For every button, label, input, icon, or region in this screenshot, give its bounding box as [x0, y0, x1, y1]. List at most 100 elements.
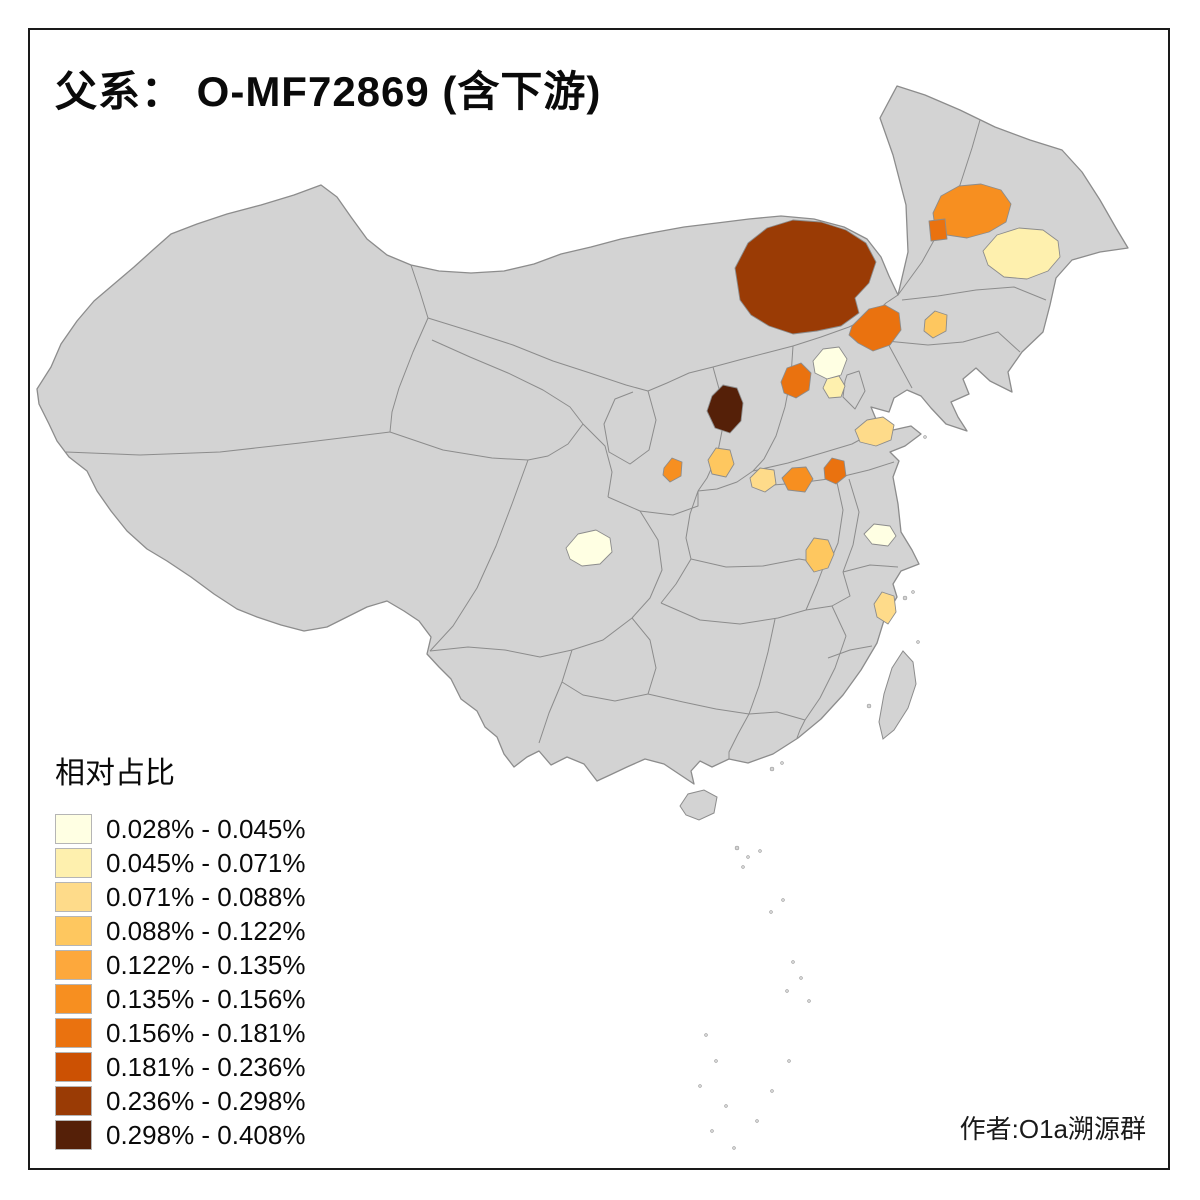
legend: 相对占比 0.028% - 0.045% 0.045% - 0.071% 0.0… — [55, 748, 305, 1152]
small-island — [787, 1059, 791, 1063]
legend-row: 0.135% - 0.156% — [55, 982, 305, 1016]
province-border — [748, 618, 776, 715]
legend-label: 0.135% - 0.156% — [106, 983, 306, 1014]
choropleth-region — [923, 310, 948, 339]
province-border — [842, 564, 899, 573]
choropleth-region — [781, 466, 814, 493]
province-border — [697, 470, 754, 492]
legend-swatch — [55, 984, 92, 1014]
small-island — [769, 766, 775, 772]
choropleth-region — [863, 523, 897, 547]
choropleth-region — [780, 362, 812, 399]
choropleth-region — [982, 227, 1061, 280]
legend-swatch — [55, 1120, 92, 1150]
legend-row: 0.088% - 0.122% — [55, 914, 305, 948]
legend-swatch — [55, 950, 92, 980]
small-island — [770, 1089, 774, 1093]
small-island — [734, 845, 740, 851]
small-island — [714, 1059, 718, 1063]
small-island — [769, 910, 773, 914]
legend-label: 0.181% - 0.236% — [106, 1051, 306, 1082]
small-island — [780, 761, 784, 765]
legend-swatch — [55, 916, 92, 946]
attribution-text: 作者:O1a溯源群 — [959, 1114, 1146, 1144]
province-border — [389, 431, 529, 461]
legend-row: 0.298% - 0.408% — [55, 1118, 305, 1152]
choropleth-region — [706, 384, 744, 434]
small-island — [923, 435, 927, 439]
small-island — [911, 590, 915, 594]
province-border — [831, 605, 847, 637]
legend-swatch — [55, 814, 92, 844]
legend-row: 0.236% - 0.298% — [55, 1084, 305, 1118]
small-island — [746, 855, 750, 859]
province-border — [561, 681, 649, 702]
province-border — [647, 693, 750, 715]
province-border — [65, 431, 391, 456]
province-border — [389, 264, 429, 433]
province-border — [429, 646, 573, 658]
small-island — [781, 898, 785, 902]
legend-label: 0.298% - 0.408% — [106, 1119, 306, 1150]
choropleth-region — [565, 529, 613, 567]
legend-label: 0.088% - 0.122% — [106, 915, 306, 946]
legend-row: 0.028% - 0.045% — [55, 812, 305, 846]
province-border — [660, 558, 692, 604]
province-border — [527, 423, 584, 461]
legend-row: 0.181% - 0.236% — [55, 1050, 305, 1084]
choropleth-region — [873, 591, 897, 625]
hainan-island — [679, 789, 718, 821]
choropleth-region — [805, 537, 835, 573]
choropleth-region — [734, 219, 877, 335]
choropleth-region — [928, 218, 948, 242]
small-island — [791, 960, 795, 964]
legend-label: 0.122% - 0.135% — [106, 949, 306, 980]
choropleth-region — [707, 447, 735, 478]
choropleth-region — [854, 416, 895, 447]
legend-label: 0.156% - 0.181% — [106, 1017, 306, 1048]
choropleth-region — [822, 375, 846, 399]
province-border — [685, 490, 699, 560]
province-border — [728, 713, 750, 759]
legend-label: 0.028% - 0.045% — [106, 813, 306, 844]
legend-label: 0.045% - 0.071% — [106, 847, 306, 878]
small-island — [741, 865, 745, 869]
legend-swatch — [55, 1052, 92, 1082]
choropleth-region — [812, 346, 848, 380]
province-border — [796, 719, 806, 739]
province-border — [607, 491, 699, 516]
province-border — [582, 423, 613, 498]
legend-swatch — [55, 848, 92, 878]
legend-swatch — [55, 882, 92, 912]
small-island — [704, 1033, 708, 1037]
choropleth-region — [749, 467, 777, 493]
province-border — [804, 635, 847, 721]
taiwan-island — [878, 650, 917, 740]
province-border — [571, 617, 633, 651]
legend-label: 0.236% - 0.298% — [106, 1085, 306, 1116]
small-island — [758, 849, 762, 853]
province-border — [631, 510, 663, 619]
small-island — [902, 595, 908, 601]
small-island — [698, 1084, 702, 1088]
province-border — [805, 571, 851, 611]
small-island — [785, 989, 789, 993]
province-border — [631, 617, 657, 695]
choropleth-region — [662, 457, 683, 483]
small-island — [866, 703, 872, 709]
legend-row: 0.045% - 0.071% — [55, 846, 305, 880]
legend-label: 0.071% - 0.088% — [106, 881, 306, 912]
province-border — [429, 459, 529, 652]
small-island — [916, 640, 920, 644]
province-border — [886, 331, 1021, 353]
small-island — [807, 999, 811, 1003]
legend-row: 0.071% - 0.088% — [55, 880, 305, 914]
legend-row: 0.122% - 0.135% — [55, 948, 305, 982]
province-border — [431, 339, 584, 425]
small-island — [724, 1104, 728, 1108]
small-island — [710, 1129, 714, 1133]
legend-title: 相对占比 — [55, 757, 175, 790]
page-title: 父系： O-MF72869 (含下游) — [55, 68, 602, 115]
small-island — [799, 976, 803, 980]
